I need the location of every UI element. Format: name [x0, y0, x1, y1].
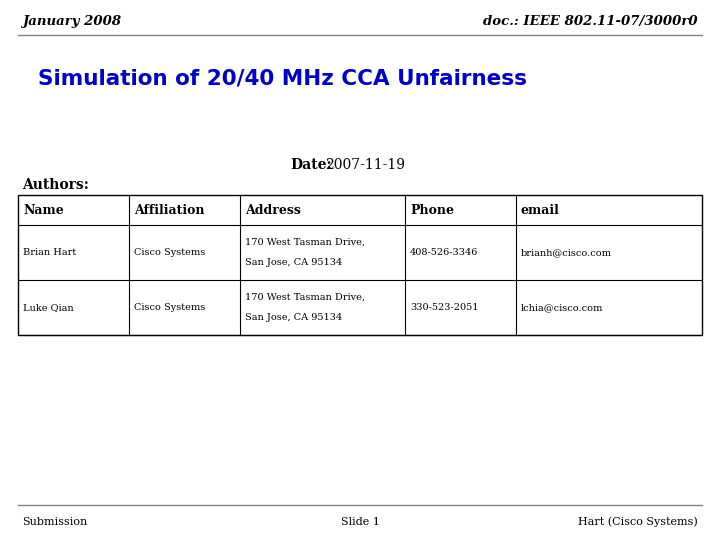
Text: 170 West Tasman Drive,: 170 West Tasman Drive,	[245, 293, 364, 302]
Text: 2007-11-19: 2007-11-19	[325, 158, 405, 172]
Text: Phone: Phone	[410, 204, 454, 217]
Bar	[18, 195, 702, 335]
Text: Cisco Systems: Cisco Systems	[134, 303, 205, 312]
Text: Authors:: Authors:	[22, 178, 89, 192]
Text: Address: Address	[245, 204, 300, 217]
Text: brianh@cisco.com: brianh@cisco.com	[521, 248, 612, 257]
Text: 170 West Tasman Drive,: 170 West Tasman Drive,	[245, 238, 364, 247]
Text: Affiliation: Affiliation	[134, 204, 204, 217]
Text: San Jose, CA 95134: San Jose, CA 95134	[245, 258, 342, 267]
Text: San Jose, CA 95134: San Jose, CA 95134	[245, 313, 342, 322]
Text: January 2008: January 2008	[22, 16, 121, 29]
Text: 408-526-3346: 408-526-3346	[410, 248, 479, 257]
Text: Hart (Cisco Systems): Hart (Cisco Systems)	[578, 517, 698, 527]
Text: Date:: Date:	[290, 158, 332, 172]
Text: 330-523-2051: 330-523-2051	[410, 303, 479, 312]
Text: email: email	[521, 204, 560, 217]
Text: doc.: IEEE 802.11-07/3000r0: doc.: IEEE 802.11-07/3000r0	[483, 16, 698, 29]
Text: Submission: Submission	[22, 517, 87, 527]
Text: Luke Qian: Luke Qian	[23, 303, 73, 312]
Text: lchia@cisco.com: lchia@cisco.com	[521, 303, 603, 312]
Text: Name: Name	[23, 204, 64, 217]
Text: Cisco Systems: Cisco Systems	[134, 248, 205, 257]
Text: Brian Hart: Brian Hart	[23, 248, 76, 257]
Text: Simulation of 20/40 MHz CCA Unfairness: Simulation of 20/40 MHz CCA Unfairness	[38, 68, 527, 88]
Text: Slide 1: Slide 1	[341, 517, 379, 527]
